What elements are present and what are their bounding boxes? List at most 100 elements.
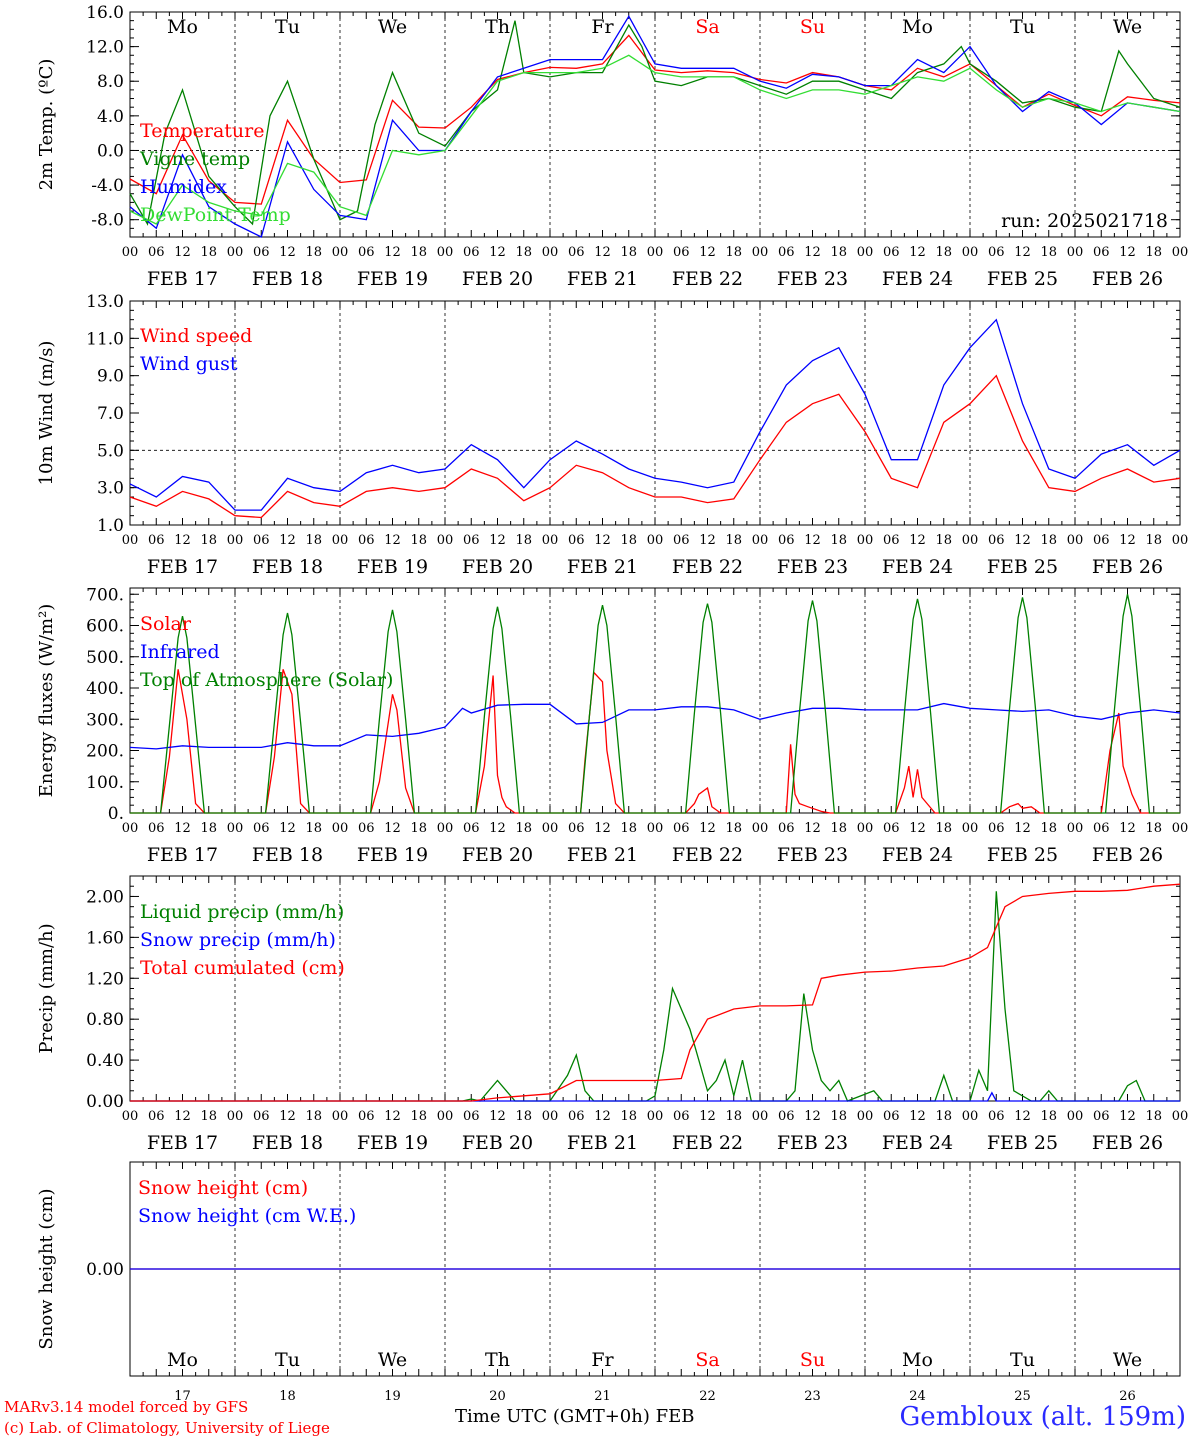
hour-label: 12 <box>699 533 716 548</box>
hour-label: 06 <box>148 1109 165 1124</box>
hour-label: 06 <box>883 821 900 836</box>
date-label: FEB 24 <box>882 268 953 290</box>
y-tick-label: 2.00 <box>86 887 124 907</box>
y-tick-label: 1.20 <box>86 969 124 989</box>
date-label: FEB 25 <box>987 844 1058 866</box>
date-label: FEB 22 <box>672 844 743 866</box>
weekday-label: We <box>378 1349 407 1371</box>
hour-label: 06 <box>778 533 795 548</box>
hour-label: 06 <box>673 245 690 260</box>
hour-label: 00 <box>1172 1109 1189 1124</box>
date-label: FEB 17 <box>147 268 218 290</box>
hour-label: 06 <box>883 533 900 548</box>
hour-label: 18 <box>725 245 742 260</box>
hour-label: 00 <box>1067 533 1084 548</box>
legend-entry: Solar <box>140 613 192 635</box>
date-label: FEB 17 <box>147 556 218 578</box>
hour-label: 12 <box>699 1109 716 1124</box>
hour-label: 12 <box>489 245 506 260</box>
date-label: FEB 20 <box>462 556 533 578</box>
model-credit: MARv3.14 model forced by GFS <box>4 1398 249 1416</box>
hour-label: 12 <box>279 245 296 260</box>
series-line <box>129 702 1181 750</box>
date-label: FEB 17 <box>147 844 218 866</box>
weekday-label: Mo <box>902 16 933 38</box>
hour-label: 12 <box>804 1109 821 1124</box>
hour-label: 12 <box>384 245 401 260</box>
hour-label: 00 <box>332 533 349 548</box>
y-tick-label: -4.0 <box>91 176 124 196</box>
panel-2: 1.0 3.0 5.0 7.0 9.0 11.0 13.0 10m Wind (m/s) Win… <box>36 292 1188 578</box>
date-label: FEB 20 <box>462 844 533 866</box>
y-axis-label: Precip (mm/h) <box>36 923 57 1053</box>
hour-label: 00 <box>752 533 769 548</box>
series-line <box>129 374 1181 519</box>
y-tick-label: 700. <box>86 585 124 605</box>
day-number-label: 22 <box>699 1389 716 1404</box>
legend-entry: Vigne temp <box>139 148 250 170</box>
hour-label: 12 <box>804 533 821 548</box>
hour-label: 12 <box>279 1109 296 1124</box>
y-tick-label: 4.0 <box>97 107 124 127</box>
y-tick-label: 0.0 <box>97 141 124 161</box>
hour-label: 18 <box>305 1109 322 1124</box>
hour-label: 06 <box>358 821 375 836</box>
y-tick-label: 300. <box>86 710 124 730</box>
date-label: FEB 19 <box>357 1132 428 1154</box>
hour-label: 06 <box>988 533 1005 548</box>
weekday-label: Mo <box>167 1349 198 1371</box>
date-label: FEB 22 <box>672 556 743 578</box>
hour-label: 06 <box>148 533 165 548</box>
hour-label: 12 <box>174 533 191 548</box>
hour-label: 12 <box>594 1109 611 1124</box>
hour-label: 18 <box>935 1109 952 1124</box>
hour-label: 18 <box>1145 1109 1162 1124</box>
hour-label: 18 <box>935 821 952 836</box>
hour-label: 18 <box>1145 533 1162 548</box>
day-number-label: 20 <box>489 1389 506 1404</box>
date-label: FEB 24 <box>882 556 953 578</box>
hour-label: 12 <box>1119 1109 1136 1124</box>
y-tick-label: 5.0 <box>97 441 124 461</box>
hour-label: 18 <box>515 245 532 260</box>
date-label: FEB 26 <box>1092 844 1163 866</box>
hour-label: 00 <box>962 821 979 836</box>
hour-label: 00 <box>647 821 664 836</box>
date-label: FEB 23 <box>777 844 848 866</box>
weekday-label: Tu <box>275 1349 300 1371</box>
date-label: FEB 23 <box>777 1132 848 1154</box>
hour-label: 12 <box>1119 821 1136 836</box>
hour-label: 12 <box>174 245 191 260</box>
hour-label: 06 <box>463 245 480 260</box>
hour-label: 12 <box>1119 533 1136 548</box>
hour-label: 00 <box>1172 245 1189 260</box>
y-tick-label: 3.0 <box>97 479 124 499</box>
date-label: FEB 21 <box>567 1132 638 1154</box>
hour-label: 18 <box>410 821 427 836</box>
hour-label: 06 <box>358 533 375 548</box>
date-label: FEB 21 <box>567 556 638 578</box>
hour-label: 18 <box>620 1109 637 1124</box>
hour-label: 00 <box>647 533 664 548</box>
weekday-label: Th <box>485 1349 510 1371</box>
hour-label: 00 <box>857 821 874 836</box>
date-label: FEB 18 <box>252 844 323 866</box>
hour-label: 06 <box>568 1109 585 1124</box>
hour-label: 12 <box>384 533 401 548</box>
hour-label: 18 <box>515 821 532 836</box>
hour-label: 00 <box>227 821 244 836</box>
y-tick-label: 1.0 <box>97 516 124 536</box>
hour-label: 18 <box>620 245 637 260</box>
hour-label: 12 <box>1014 533 1031 548</box>
series-line <box>129 20 1181 226</box>
legend-entry: Wind gust <box>140 353 238 375</box>
hour-label: 00 <box>227 1109 244 1124</box>
legend-entry: Snow precip (mm/h) <box>140 929 336 951</box>
legend-entry: Infrared <box>140 641 220 663</box>
weekday-label: Su <box>800 1349 825 1371</box>
series-line <box>130 891 1180 1102</box>
hour-label: 06 <box>358 1109 375 1124</box>
y-axis-label: Snow height (cm) <box>36 1188 57 1349</box>
date-label: FEB 19 <box>357 556 428 578</box>
